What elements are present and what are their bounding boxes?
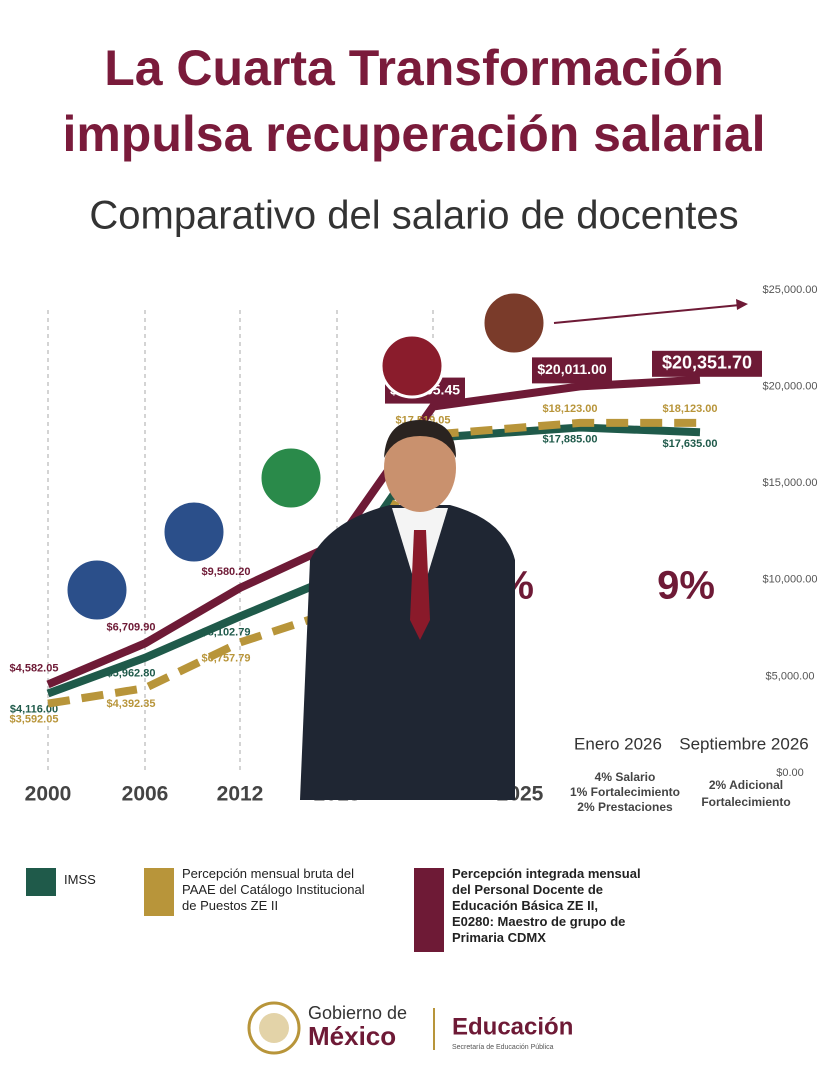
plot: $0.00 $5,000.00 $10,000.00 $15,000.00 $20,00… xyxy=(10,284,818,814)
note: 4% Salario xyxy=(595,770,656,784)
central-figure xyxy=(300,420,515,800)
y-tick-label: $5,000.00 xyxy=(766,670,815,682)
gov-line: Gobierno de xyxy=(308,1003,407,1023)
legend-swatch xyxy=(144,868,174,916)
y-tick-label: $0.00 xyxy=(776,767,804,779)
x-tick-label: Enero 2026 xyxy=(574,734,662,753)
value-label: $8,102.79 xyxy=(202,626,251,638)
sector: Educación xyxy=(452,1013,573,1040)
value-label: $20,351.70 xyxy=(662,353,752,373)
value-label: $9,580.20 xyxy=(202,566,251,578)
value-label: $5,962.80 xyxy=(107,668,156,680)
label-box xyxy=(652,350,762,377)
arrow xyxy=(553,304,741,324)
subtitle: Comparativo del salario de docentes xyxy=(89,194,738,238)
value-label: $17,635.00 xyxy=(662,438,717,450)
x-tick-label: 2012 xyxy=(217,783,264,806)
annotation: 9% xyxy=(657,564,715,608)
legend-label: IMSS xyxy=(64,872,96,887)
title-line: La Cuarta Transformación xyxy=(104,40,724,96)
seal xyxy=(247,1001,301,1055)
note: Fortalecimiento xyxy=(701,795,790,809)
legend-swatch xyxy=(414,868,444,952)
x-tick-label: 2000 xyxy=(25,783,72,806)
value-label: $4,116.00 xyxy=(10,703,58,715)
tie xyxy=(410,530,430,640)
legend-swatch xyxy=(26,868,56,896)
series-line xyxy=(47,418,700,708)
value-label: $6,709.90 xyxy=(107,621,156,633)
y-tick-label: $15,000.00 xyxy=(762,477,817,489)
portraits xyxy=(64,290,748,623)
portrait xyxy=(64,557,130,623)
x-tick-label: 2006 xyxy=(122,783,169,806)
value-label: $6,757.79 xyxy=(202,652,251,664)
legend: IMSS Percepción mensual bruta del PAAE de… xyxy=(26,866,641,952)
legend-label: Percepción integrada mensual del Persona… xyxy=(452,866,641,945)
seal xyxy=(259,1013,289,1043)
note: 1% Fortalecimiento xyxy=(570,785,680,799)
gov-line: México xyxy=(308,1021,396,1051)
x-tick-label: Septiembre 2026 xyxy=(679,734,808,753)
face xyxy=(384,424,456,512)
portrait xyxy=(379,333,445,399)
arrow-head xyxy=(736,299,748,310)
legend-label-box: IMSS xyxy=(64,872,96,887)
legend-label-box: Percepción integrada mensual del Persona… xyxy=(452,866,641,945)
sector-sub: Secretaría de Educación Pública xyxy=(452,1044,554,1051)
value-label: $4,392.35 xyxy=(107,698,156,710)
value-label: $18,123.00 xyxy=(542,403,597,415)
value-label: $3,592.05 xyxy=(10,714,59,726)
value-label: $20,011.00 xyxy=(537,361,607,377)
hair xyxy=(384,420,456,458)
portrait xyxy=(161,499,227,565)
legend-label: Percepción mensual bruta del PAAE del Ca… xyxy=(182,866,365,913)
y-tick-label: $25,000.00 xyxy=(762,284,817,296)
legend-label-box: Percepción mensual bruta del PAAE del Ca… xyxy=(182,866,365,913)
note: 2% Adicional xyxy=(709,778,783,792)
suit xyxy=(300,505,515,800)
value-label: $18,123.00 xyxy=(662,403,717,415)
value-label: $4,582.05 xyxy=(10,662,59,674)
portrait xyxy=(258,445,324,511)
footer: Gobierno de México Educación Secretaría … xyxy=(247,1001,573,1055)
title-line: impulsa recuperación salarial xyxy=(62,106,765,162)
value-label: $17,885.00 xyxy=(542,433,597,445)
label-box xyxy=(532,357,612,384)
portrait xyxy=(481,290,547,356)
y-tick-label: $10,000.00 xyxy=(762,574,817,586)
note: 2% Prestaciones xyxy=(577,800,673,814)
y-tick-label: $20,000.00 xyxy=(762,381,817,393)
